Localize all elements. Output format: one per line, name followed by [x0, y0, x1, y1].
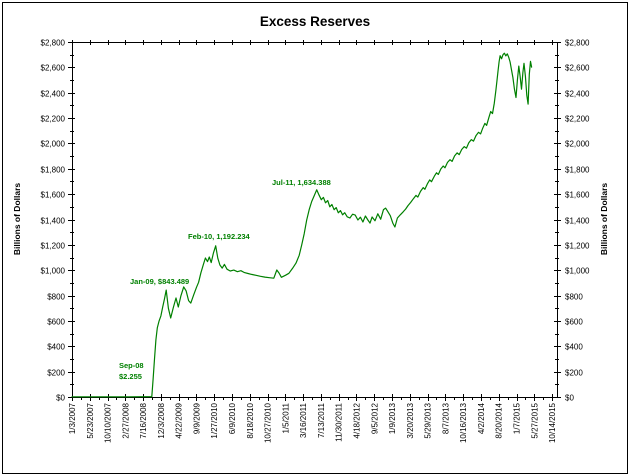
- right-y-tick-label: $600: [565, 318, 583, 327]
- x-tick-label: 3/16/2011: [299, 402, 308, 438]
- x-tick-label: 8/18/2010: [246, 402, 255, 438]
- x-tick-label: 2/27/2008: [121, 402, 130, 438]
- x-tick-label: 1/3/2007: [68, 402, 77, 434]
- left-y-tick-label: $800: [47, 293, 65, 302]
- right-y-tick-label: $1,400: [565, 217, 590, 226]
- x-tick-label: 11/30/2011: [335, 402, 344, 441]
- x-tick-label: 1/7/2015: [513, 402, 522, 434]
- chart-title: Excess Reserves: [259, 14, 371, 29]
- x-tick-label: 10/16/2013: [459, 402, 468, 443]
- x-tick-label: 4/2/2014: [477, 402, 486, 434]
- left-y-tick-label: $2,400: [41, 90, 66, 99]
- x-tick-label: 1/5/2011: [281, 402, 290, 433]
- x-tick-label: 10/14/2015: [548, 402, 557, 443]
- right-y-tick-label: $2,000: [565, 140, 590, 149]
- left-y-tick-label: $1,400: [41, 217, 66, 226]
- callout-sep-08: Sep-08 $2.255: [119, 361, 144, 381]
- left-y-tick-label: $400: [47, 343, 65, 352]
- left-y-tick-label: $2,000: [41, 140, 66, 149]
- right-y-tick-label: $1,800: [565, 166, 590, 175]
- x-tick-label: 5/23/2007: [86, 402, 95, 438]
- x-tick-label: 8/7/2013: [441, 402, 450, 434]
- x-tick-label: 4/22/2009: [175, 402, 184, 438]
- callout-jul-11: Jul-11, 1,634.388: [272, 178, 331, 187]
- right-y-tick-label: $2,200: [565, 115, 590, 124]
- callout-feb-10: Feb-10, 1,192.234: [188, 232, 250, 241]
- right-y-tick-label: $400: [565, 343, 583, 352]
- left-y-tick-label: $200: [47, 369, 65, 378]
- x-tick-label: 7/13/2011: [317, 402, 326, 438]
- left-y-tick-label: $1,600: [41, 191, 66, 200]
- excess-reserves-line: [71, 52, 533, 398]
- x-tick-label: 1/9/2013: [388, 402, 397, 434]
- left-y-tick-label: $2,600: [41, 64, 66, 73]
- x-tick-label: 7/16/2008: [139, 402, 148, 438]
- right-y-tick-label: $2,400: [565, 90, 590, 99]
- x-tick-label: 12/3/2008: [157, 402, 166, 438]
- x-tick-label: 9/5/2012: [370, 402, 379, 434]
- left-y-tick-label: $1,800: [41, 166, 66, 175]
- x-tick-label: 1/27/2010: [210, 402, 219, 438]
- left-y-tick-label: $600: [47, 318, 65, 327]
- left-y-tick-label: $2,200: [41, 115, 66, 124]
- left-y-tick-label: $1,000: [41, 267, 66, 276]
- x-tick-label: 4/18/2012: [352, 402, 361, 438]
- x-tick-label: 6/9/2010: [228, 402, 237, 434]
- right-y-tick-label: $1,200: [565, 242, 590, 251]
- right-y-tick-label: $200: [565, 369, 583, 378]
- right-y-tick-label: $800: [565, 293, 583, 302]
- x-tick-label: 10/27/2010: [264, 402, 273, 443]
- x-tick-label: 3/20/2013: [406, 402, 415, 438]
- right-y-tick-label: $2,600: [565, 64, 590, 73]
- right-y-tick-label: $0: [565, 394, 574, 403]
- right-y-tick-label: $2,800: [565, 39, 590, 48]
- left-y-tick-label: $0: [56, 394, 65, 403]
- callout-jan-09: Jan-09, $843.489: [130, 277, 190, 286]
- x-tick-label: 8/20/2014: [495, 402, 504, 438]
- x-tick-label: 10/10/2007: [104, 402, 113, 443]
- left-y-tick-label: $1,200: [41, 242, 66, 251]
- right-y-tick-label: $1,600: [565, 191, 590, 200]
- right-y-tick-label: $1,000: [565, 267, 590, 276]
- x-tick-label: 5/29/2013: [424, 402, 433, 438]
- left-y-tick-label: $2,800: [41, 39, 66, 48]
- x-tick-label: 9/9/2009: [192, 402, 201, 434]
- plot-border: [72, 42, 558, 398]
- x-tick-label: 5/27/2015: [530, 402, 539, 438]
